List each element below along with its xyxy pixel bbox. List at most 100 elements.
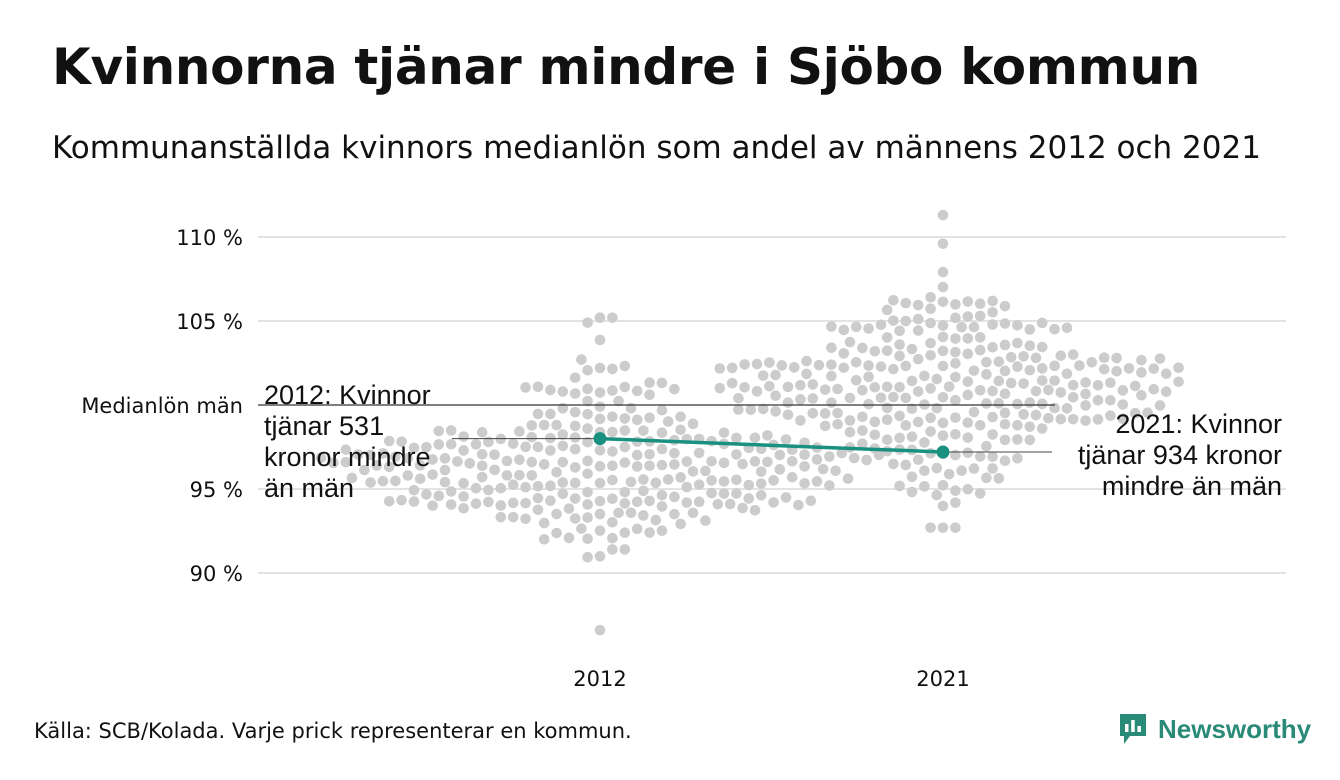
- beeswarm-dot: [408, 484, 420, 496]
- beeswarm-dot: [452, 456, 463, 467]
- beeswarm-dot: [631, 385, 643, 397]
- beeswarm-dot: [656, 377, 668, 389]
- beeswarm-dot: [1061, 322, 1073, 334]
- beeswarm-dot: [974, 451, 986, 462]
- beeswarm-dot: [981, 356, 992, 368]
- beeswarm-dot: [1018, 409, 1029, 420]
- beeswarm-dot: [569, 462, 581, 473]
- beeswarm-dot: [900, 420, 912, 431]
- beeswarm-dot: [656, 443, 668, 455]
- beeswarm-dot: [824, 480, 835, 491]
- beeswarm-dot: [962, 311, 974, 322]
- beeswarm-dot: [557, 440, 569, 452]
- beeswarm-dot: [906, 375, 918, 387]
- beeswarm-dot: [962, 417, 974, 428]
- beeswarm-dot: [607, 363, 618, 375]
- beeswarm-dot: [950, 485, 961, 496]
- beeswarm-dot: [619, 413, 631, 424]
- beeswarm-dot: [919, 465, 930, 477]
- beeswarm-dot: [826, 321, 837, 332]
- beeswarm-dot: [937, 296, 949, 308]
- beeswarm-dot: [1024, 421, 1036, 433]
- beeswarm-dot: [662, 416, 674, 427]
- beeswarm-dot: [805, 495, 817, 507]
- beeswarm-dot: [850, 321, 862, 333]
- brand-logo[interactable]: Newsworthy: [1118, 712, 1311, 746]
- beeswarm-dot: [826, 397, 837, 408]
- beeswarm-dot: [582, 317, 593, 328]
- beeswarm-dot: [569, 493, 581, 504]
- beeswarm-dot: [1036, 375, 1048, 386]
- beeswarm-dot: [799, 461, 810, 472]
- beeswarm-dot: [943, 468, 955, 480]
- beeswarm-dot: [1067, 379, 1079, 391]
- y-tick-label: 110 %: [176, 226, 243, 250]
- beeswarm-dot: [962, 447, 974, 459]
- beeswarm-dot: [644, 495, 655, 507]
- beeswarm-dot: [1049, 323, 1060, 335]
- annotation-line: mindre än män: [1102, 471, 1282, 501]
- beeswarm-dot: [681, 456, 693, 467]
- beeswarm-dot: [844, 336, 856, 348]
- beeswarm-dot: [900, 297, 912, 309]
- beeswarm-dot: [1080, 415, 1091, 426]
- beeswarm-dot: [838, 362, 850, 374]
- beeswarm-dot: [869, 381, 881, 393]
- beeswarm-dot: [377, 475, 389, 487]
- beeswarm-dot: [974, 488, 986, 499]
- beeswarm-dot: [582, 455, 593, 467]
- beeswarm-dot: [650, 514, 662, 526]
- beeswarm-dot: [987, 295, 998, 307]
- beeswarm-dot: [656, 459, 668, 471]
- beeswarm-dot: [538, 534, 550, 545]
- beeswarm-dot: [489, 464, 500, 476]
- beeswarm-dot: [962, 483, 974, 495]
- beeswarm-dot: [520, 441, 531, 453]
- beeswarm-dot: [731, 432, 742, 444]
- beeswarm-dot: [514, 469, 525, 481]
- beeswarm-dot: [421, 441, 432, 453]
- beeswarm-dot: [743, 479, 755, 491]
- beeswarm-dot: [458, 431, 469, 442]
- beeswarm-dot: [619, 425, 631, 436]
- beeswarm-dot: [532, 480, 544, 492]
- beeswarm-dot: [838, 348, 850, 359]
- beeswarm-dot: [638, 510, 649, 521]
- beeswarm-dot: [912, 416, 924, 428]
- beeswarm-dot: [638, 425, 649, 436]
- beeswarm-dot: [538, 419, 550, 431]
- beeswarm-dot: [937, 209, 949, 221]
- beeswarm-dot: [950, 333, 961, 344]
- beeswarm-dot: [1105, 410, 1116, 421]
- beeswarm-dot: [731, 474, 742, 486]
- beeswarm-dot: [782, 381, 794, 393]
- beeswarm-dot: [352, 449, 364, 460]
- beeswarm-dot: [569, 513, 581, 524]
- beeswarm-dot: [733, 392, 744, 404]
- beeswarm-dot: [1024, 364, 1036, 376]
- beeswarm-dot: [863, 360, 874, 371]
- beeswarm-dot: [1036, 398, 1048, 410]
- beeswarm-dot: [912, 325, 924, 336]
- beeswarm-dot: [731, 449, 742, 460]
- beeswarm-dot: [894, 325, 905, 337]
- beeswarm-dot: [863, 398, 874, 410]
- beeswarm-dot: [687, 466, 699, 477]
- beeswarm-dot: [1024, 434, 1036, 446]
- beeswarm-dot: [1142, 407, 1153, 419]
- beeswarm-dot: [582, 383, 593, 395]
- beeswarm-chart: 90 % 95 % 105 % 110 % Medianlön män 2012: Kvi…: [81, 209, 1286, 691]
- beeswarm-dot: [631, 496, 643, 508]
- beeswarm-dot: [881, 332, 893, 343]
- beeswarm-dot: [607, 516, 618, 528]
- beeswarm-dot: [569, 477, 581, 489]
- beeswarm-dot: [594, 477, 606, 489]
- beeswarm-dot: [795, 394, 806, 405]
- beeswarm-dot: [644, 377, 655, 389]
- beeswarm-dot: [607, 426, 618, 438]
- beeswarm-dot: [937, 430, 949, 441]
- beeswarm-dot: [799, 449, 810, 461]
- beeswarm-dot: [749, 456, 761, 467]
- beeswarm-dot: [408, 496, 420, 507]
- beeswarm-dot: [458, 491, 469, 502]
